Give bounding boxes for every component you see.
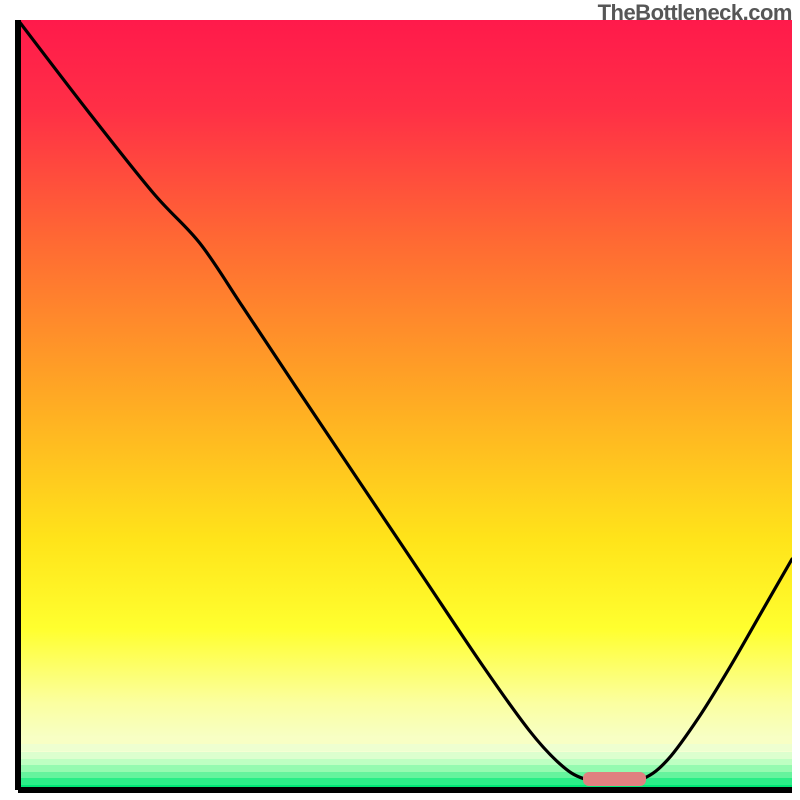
x-axis-border — [18, 787, 792, 793]
curve-svg — [18, 20, 792, 790]
y-axis-border — [15, 20, 21, 790]
watermark-text: TheBottleneck.com — [598, 0, 792, 26]
optimum-marker — [583, 772, 646, 786]
plot-area — [18, 20, 792, 790]
bottleneck-curve — [18, 20, 792, 782]
bottleneck-chart: TheBottleneck.com — [0, 0, 800, 800]
